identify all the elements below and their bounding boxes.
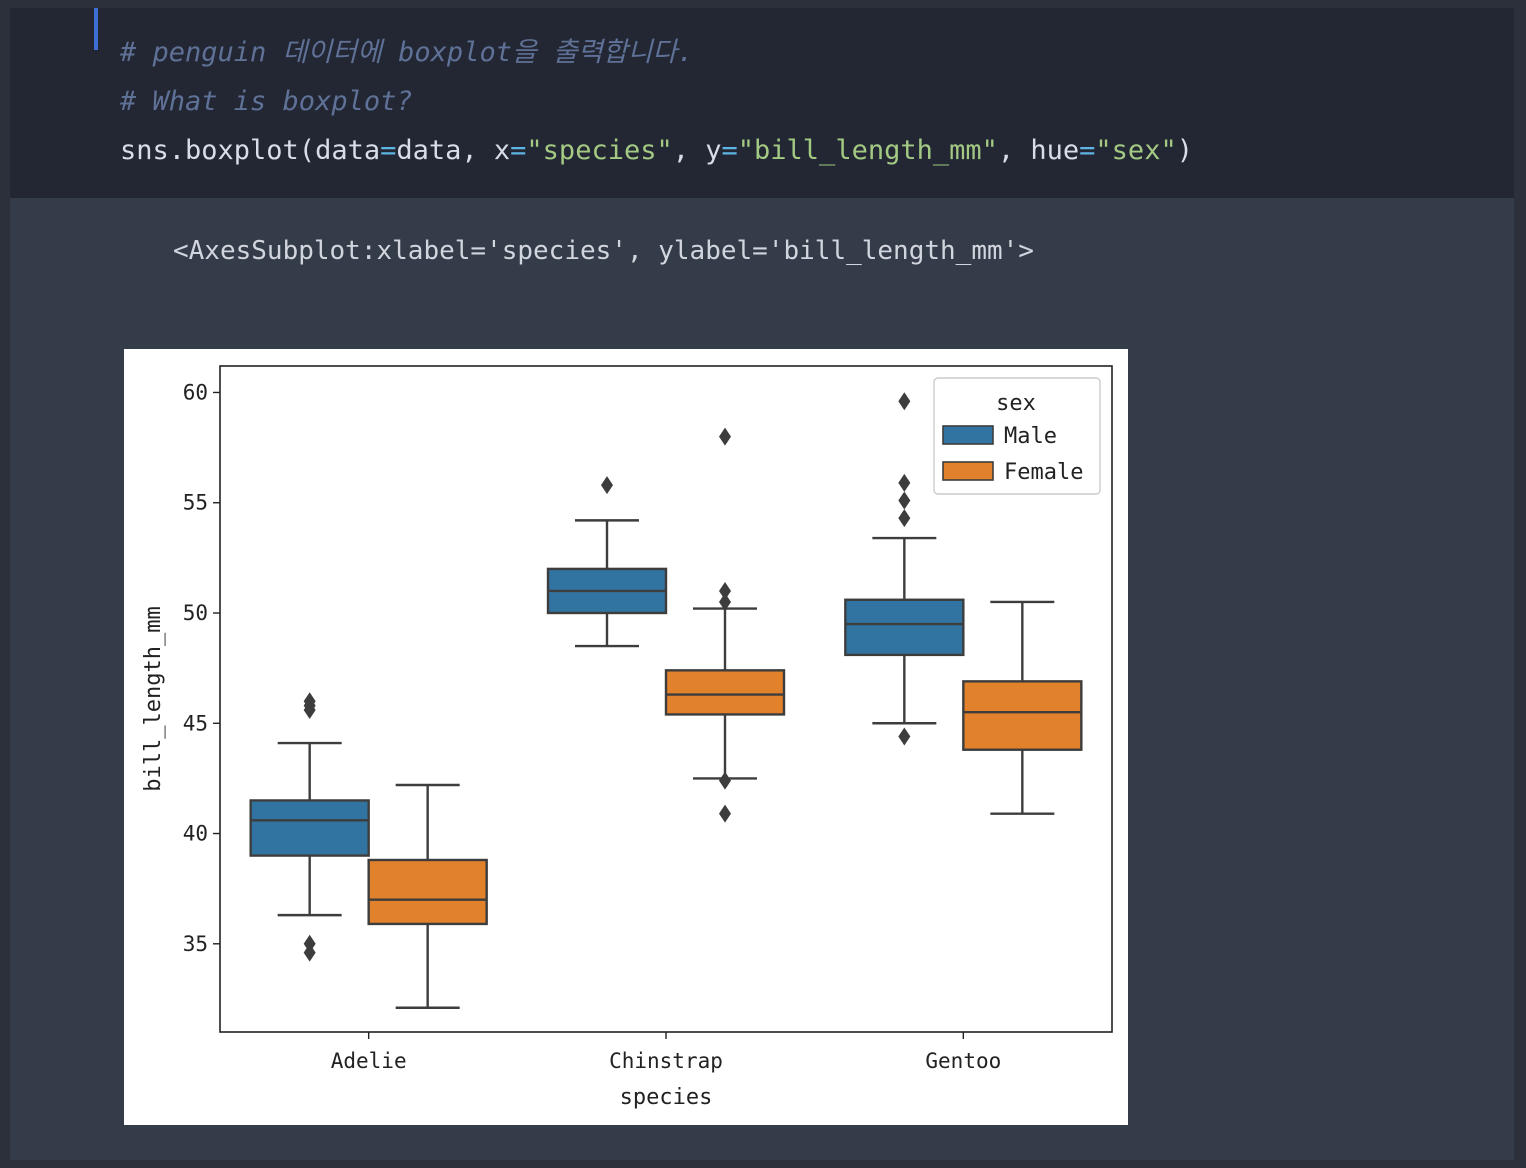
code-line: sns.boxplot(data=data, x="species", y="b… <box>120 135 1193 166</box>
y-tick-label: 40 <box>183 822 208 846</box>
flier-male-gentoo <box>898 727 911 746</box>
flier-male-gentoo <box>898 392 911 411</box>
box-male-adelie <box>249 799 370 857</box>
y-tick-label: 50 <box>183 601 208 625</box>
code-editor[interactable]: # penguin 데이터에 boxplot을 출력합니다. # What is… <box>120 28 1193 175</box>
code-token: , y <box>672 135 722 166</box>
code-string: "species" <box>526 135 673 166</box>
cell-output: <AxesSubplot:xlabel='species', ylabel='b… <box>10 198 1514 1160</box>
code-token: data, x <box>396 135 511 166</box>
flier-female-chinstrap <box>719 592 731 611</box>
flier-female-chinstrap <box>719 804 731 823</box>
box-female-gentoo <box>962 680 1083 751</box>
code-token: , hue <box>997 135 1080 166</box>
output-repr-text: <AxesSubplot:xlabel='species', ylabel='b… <box>173 236 1034 266</box>
code-operator: = <box>510 135 527 166</box>
code-token: ) <box>1176 135 1193 166</box>
flier-male-chinstrap <box>601 476 613 495</box>
flier-male-gentoo <box>898 473 911 492</box>
flier-female-chinstrap <box>719 771 731 790</box>
cell-focus-indicator <box>94 8 98 50</box>
legend-swatch-male <box>942 425 994 445</box>
box-female-adelie <box>367 858 488 926</box>
flier-male-gentoo <box>898 491 911 510</box>
code-comment-2: # What is boxplot? <box>120 86 413 117</box>
legend-label-male: Male <box>1004 424 1057 449</box>
code-string: "bill_length_mm" <box>737 135 998 166</box>
x-tick-label: Adelie <box>331 1049 407 1073</box>
boxplot-figure: 35 40 45 50 55 60 Adelie Chinstrap Gentoo species… <box>124 349 1128 1125</box>
x-axis-label: species <box>620 1085 713 1110</box>
flier-male-adelie <box>303 692 316 711</box>
y-tick-label: 45 <box>183 711 208 735</box>
legend-title: sex <box>996 391 1036 416</box>
y-tick-label: 35 <box>183 932 208 956</box>
legend-label-female: Female <box>1004 460 1083 485</box>
flier-female-chinstrap <box>719 581 731 600</box>
flier-male-adelie <box>303 934 316 953</box>
code-operator: = <box>380 135 397 166</box>
boxplot-chart: 35 40 45 50 55 60 Adelie Chinstrap Gentoo species… <box>141 365 1113 1110</box>
y-tick-label: 55 <box>183 491 208 515</box>
code-operator: = <box>721 135 738 166</box>
code-operator: = <box>1079 135 1096 166</box>
box-male-gentoo <box>844 598 965 657</box>
y-tick-label: 60 <box>183 380 208 404</box>
x-tick-label: Chinstrap <box>609 1049 723 1073</box>
legend-swatch-female <box>942 461 994 481</box>
code-comment-1: # penguin 데이터에 boxplot을 출력합니다. <box>120 37 694 68</box>
y-axis-label: bill_length_mm <box>141 606 166 791</box>
code-token: sns.boxplot(data <box>120 135 381 166</box>
flier-male-gentoo <box>898 509 911 528</box>
x-tick-label: Gentoo <box>925 1049 1001 1073</box>
flier-female-chinstrap <box>719 427 731 446</box>
code-string: "sex" <box>1095 135 1177 166</box>
box-female-chinstrap <box>664 669 786 716</box>
